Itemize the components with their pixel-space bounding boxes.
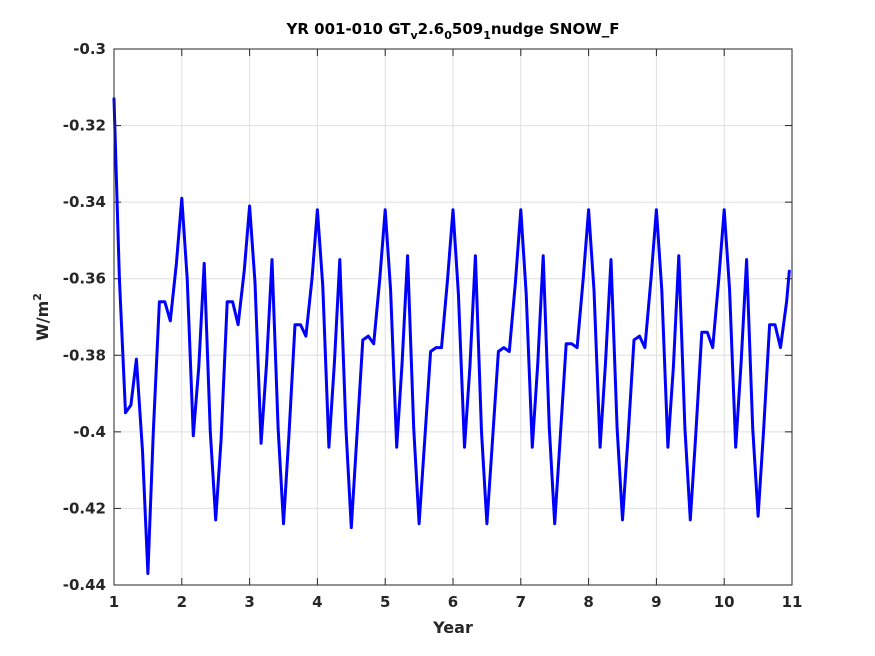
plot-frame: [113, 48, 793, 586]
x-tick-label: 4: [312, 593, 322, 611]
x-tick-label: 5: [380, 593, 390, 611]
title-part-1: YR 001-010 GT: [286, 20, 412, 38]
y-tick-label: -0.32: [63, 117, 106, 135]
title-part-4: nudge SNOW_F: [491, 20, 620, 38]
y-tick-label: -0.42: [63, 499, 106, 517]
y-axis-label: W/m2: [31, 293, 52, 341]
y-tick-label: -0.36: [63, 270, 106, 288]
y-tick-label: -0.38: [63, 346, 106, 364]
y-tick-label: -0.4: [73, 423, 106, 441]
x-tick-label: 6: [448, 593, 458, 611]
series-group: [112, 97, 791, 575]
title-part-3: 509: [452, 20, 483, 38]
x-axis-label: Year: [432, 618, 473, 637]
x-tick-label: 1: [109, 593, 119, 611]
x-tick-label: 2: [177, 593, 187, 611]
title-subscript-3: 1: [483, 29, 491, 42]
x-tick-label: 10: [714, 593, 735, 611]
title-subscript-2: 0: [444, 29, 452, 42]
x-tick-label: 8: [583, 593, 593, 611]
chart-title: YR 001-010 GTv2.605091nudge SNOW_F: [286, 20, 620, 42]
y-tick-labels: -0.44 -0.42 -0.4 -0.38 -0.36 -0.34 -0.32 -0.3: [63, 40, 106, 594]
y-tick-label: -0.34: [63, 193, 106, 211]
x-tick-label: 7: [516, 593, 526, 611]
x-tick-label: 3: [244, 593, 254, 611]
y-tick-label: -0.44: [63, 576, 106, 594]
y-axis-label-superscript: 2: [31, 293, 44, 301]
x-tick-label: 11: [782, 593, 803, 611]
x-tick-labels: 1 2 3 4 5 6 7 8 9 10 11: [109, 593, 803, 611]
y-axis-label-base: W/m: [33, 301, 52, 341]
title-part-2: 2.6: [418, 20, 445, 38]
series-line: [112, 97, 791, 575]
title-subscript-1: v: [410, 29, 418, 42]
y-tick-label: -0.3: [73, 40, 106, 58]
x-tick-label: 9: [651, 593, 661, 611]
